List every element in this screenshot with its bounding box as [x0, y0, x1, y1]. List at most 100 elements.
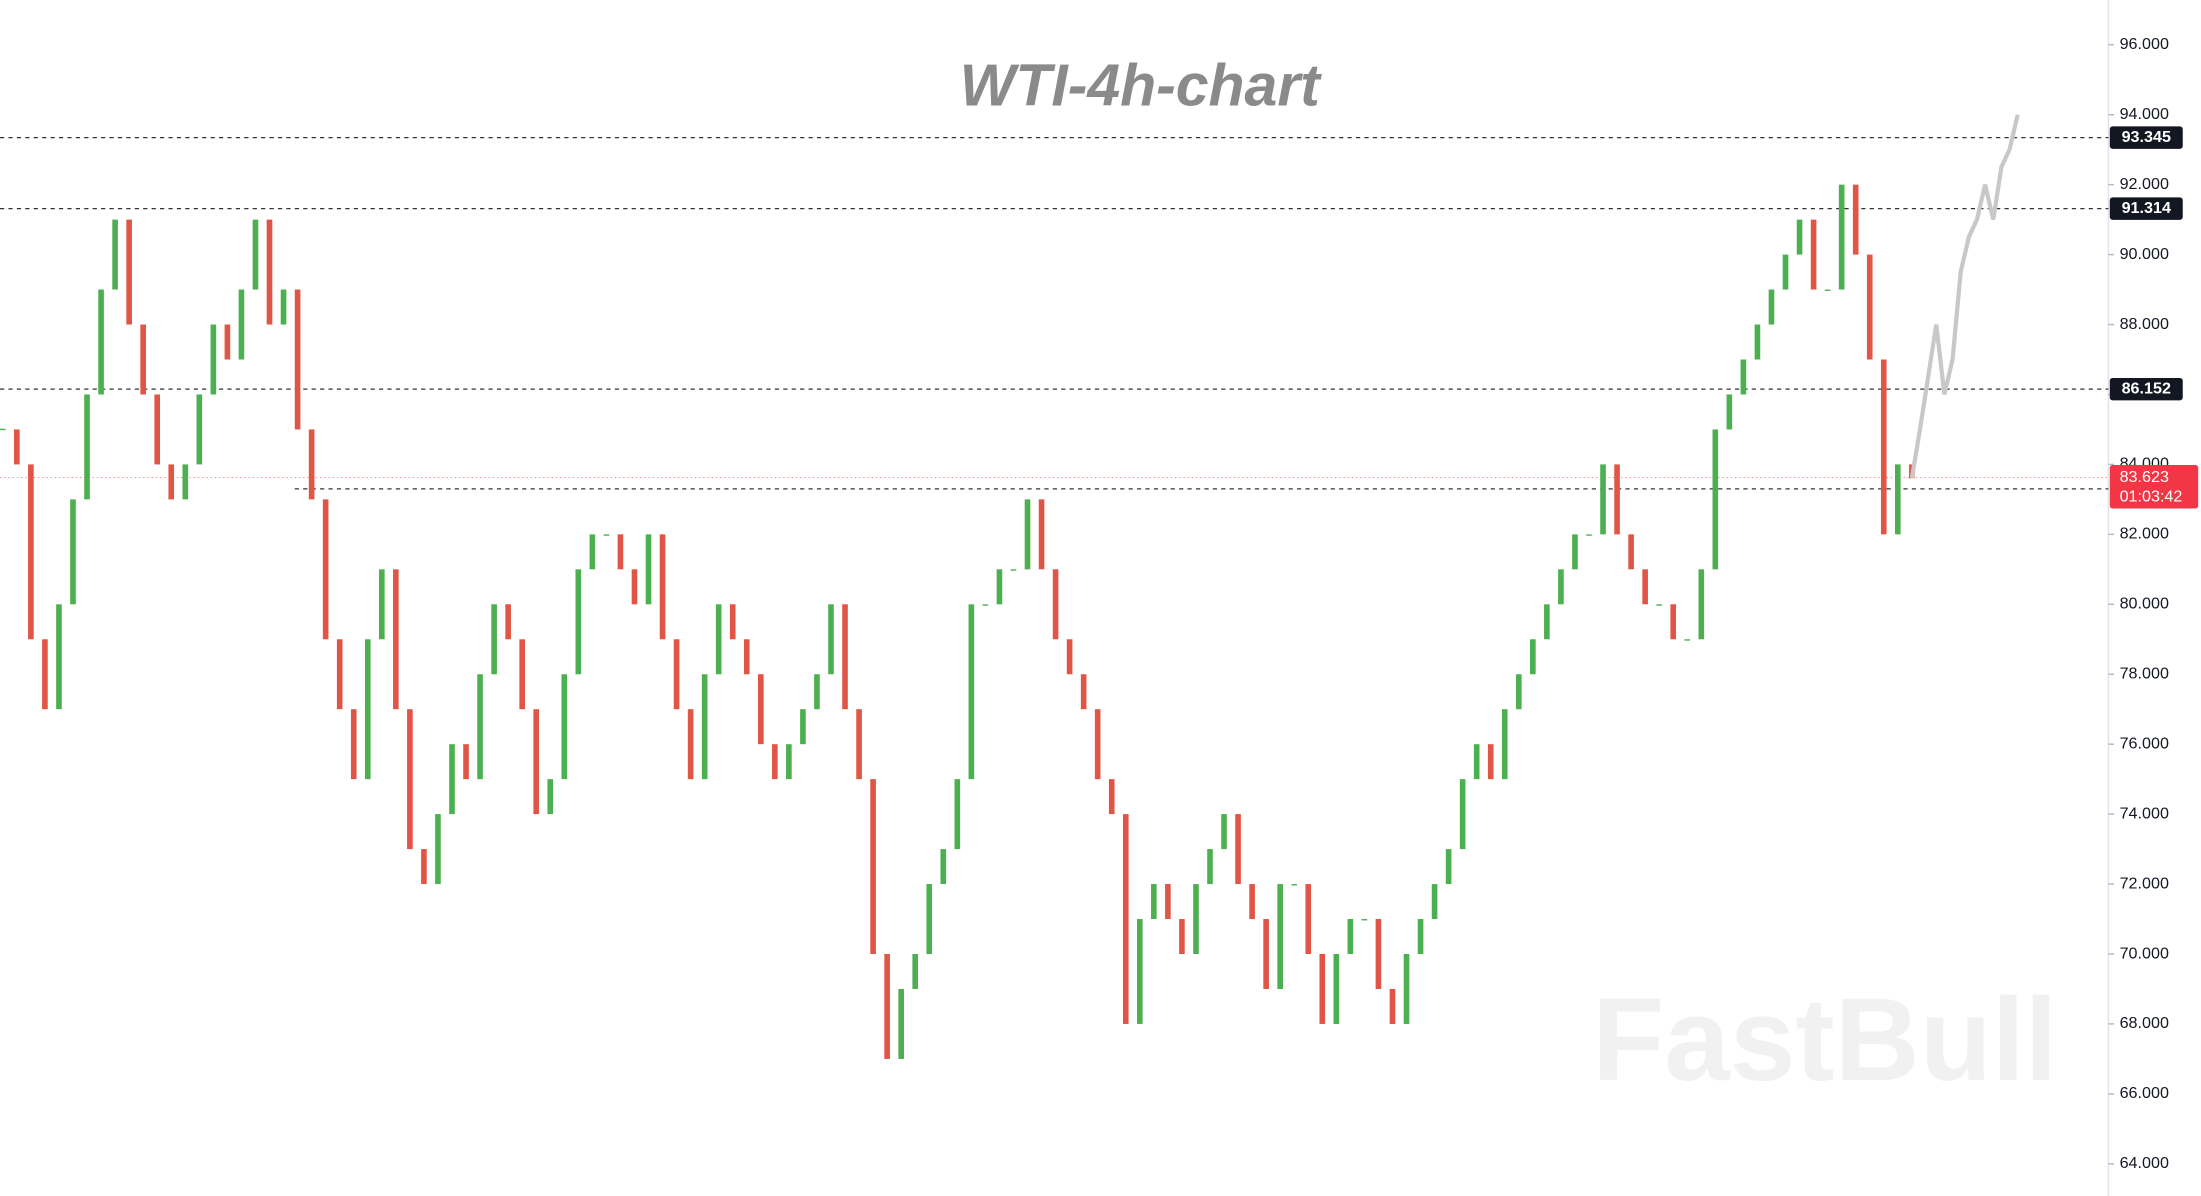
- candle: [350, 709, 357, 780]
- candle: [856, 709, 862, 780]
- candle: [996, 569, 1003, 605]
- candle: [1572, 534, 1578, 570]
- last-price-label: 83.623: [2120, 468, 2169, 486]
- candle: [1151, 884, 1157, 920]
- candle: [1810, 219, 1817, 290]
- candle: [1291, 884, 1298, 886]
- candle: [968, 604, 975, 780]
- candle: [1375, 919, 1382, 989]
- countdown-label: 01:03:42: [2120, 487, 2183, 505]
- y-tick-label: 68.000: [2120, 1014, 2169, 1032]
- candle: [757, 674, 764, 745]
- candle: [294, 289, 301, 430]
- candle: [1866, 254, 1873, 360]
- candle: [1642, 569, 1648, 605]
- candle: [98, 289, 104, 395]
- candle: [1670, 604, 1677, 640]
- y-tick-label: 70.000: [2120, 944, 2169, 962]
- y-tick-label: 80.000: [2120, 595, 2169, 613]
- level-label-box: [2109, 197, 2183, 220]
- candle: [126, 219, 132, 325]
- y-tick-label: 64.000: [2120, 1154, 2169, 1172]
- candle: [561, 674, 568, 780]
- level-label: 86.152: [2122, 379, 2171, 397]
- candle: [1024, 499, 1031, 570]
- candle: [491, 604, 497, 675]
- candle: [477, 674, 483, 780]
- candle: [1193, 884, 1199, 955]
- candle: [1319, 954, 1326, 1024]
- candle: [800, 709, 806, 745]
- candle: [1515, 674, 1522, 710]
- candle: [603, 534, 610, 536]
- candle: [884, 954, 890, 1059]
- candle: [828, 604, 834, 675]
- candle: [393, 569, 399, 710]
- candle: [1235, 814, 1241, 885]
- candle: [1361, 919, 1368, 921]
- candle: [1080, 674, 1087, 710]
- candle: [617, 534, 624, 570]
- candle: [1403, 954, 1410, 1024]
- y-tick-label: 82.000: [2120, 525, 2169, 543]
- candle: [1726, 394, 1733, 430]
- candle: [912, 954, 919, 989]
- candle: [238, 289, 245, 360]
- candle: [814, 674, 820, 710]
- candle: [743, 639, 750, 675]
- candle: [1487, 744, 1494, 780]
- candle: [1852, 184, 1859, 255]
- candle: [449, 744, 455, 815]
- y-tick-label: 94.000: [2120, 105, 2169, 123]
- candle: [954, 779, 961, 850]
- candle: [701, 674, 708, 780]
- candle: [1614, 464, 1620, 535]
- candle: [1473, 744, 1480, 780]
- candle: [1530, 639, 1536, 675]
- candle: [1824, 289, 1831, 291]
- y-tick-label: 76.000: [2120, 734, 2169, 752]
- candle: [982, 604, 989, 606]
- candle: [870, 779, 876, 955]
- candle: [1544, 604, 1550, 640]
- candle: [407, 709, 413, 850]
- candle: [729, 604, 736, 640]
- candle: [1431, 884, 1438, 920]
- level-label: 93.345: [2122, 128, 2171, 146]
- candle: [140, 324, 146, 395]
- candle: [336, 639, 343, 710]
- y-tick-label: 88.000: [2120, 315, 2169, 333]
- candle: [926, 884, 933, 955]
- watermark: FastBull: [1592, 973, 2057, 1105]
- y-tick-label: 74.000: [2120, 804, 2169, 822]
- candle: [1558, 569, 1564, 605]
- candle: [547, 779, 554, 815]
- level-label-box: [2109, 126, 2183, 149]
- candle: [28, 464, 34, 640]
- level-label-box: [2109, 377, 2183, 401]
- candle: [168, 464, 175, 500]
- candle: [786, 744, 792, 780]
- candle: [421, 849, 427, 885]
- candle: [687, 709, 694, 780]
- candle: [645, 534, 652, 605]
- candle: [322, 499, 329, 640]
- candle: [154, 394, 161, 465]
- candle: [1628, 534, 1634, 570]
- candle: [940, 849, 947, 885]
- candle: [1389, 988, 1396, 1024]
- candle: [1136, 919, 1143, 1024]
- candle: [1108, 779, 1115, 815]
- candle: [1501, 709, 1508, 780]
- candle: [519, 639, 525, 710]
- candle: [1656, 604, 1662, 606]
- candle: [1894, 464, 1901, 535]
- candle: [14, 429, 20, 465]
- y-tick-label: 78.000: [2120, 665, 2169, 683]
- candle: [1038, 499, 1045, 570]
- candle: [1249, 884, 1255, 920]
- candle: [575, 569, 582, 675]
- candle: [1684, 639, 1691, 641]
- candle: [1600, 464, 1606, 535]
